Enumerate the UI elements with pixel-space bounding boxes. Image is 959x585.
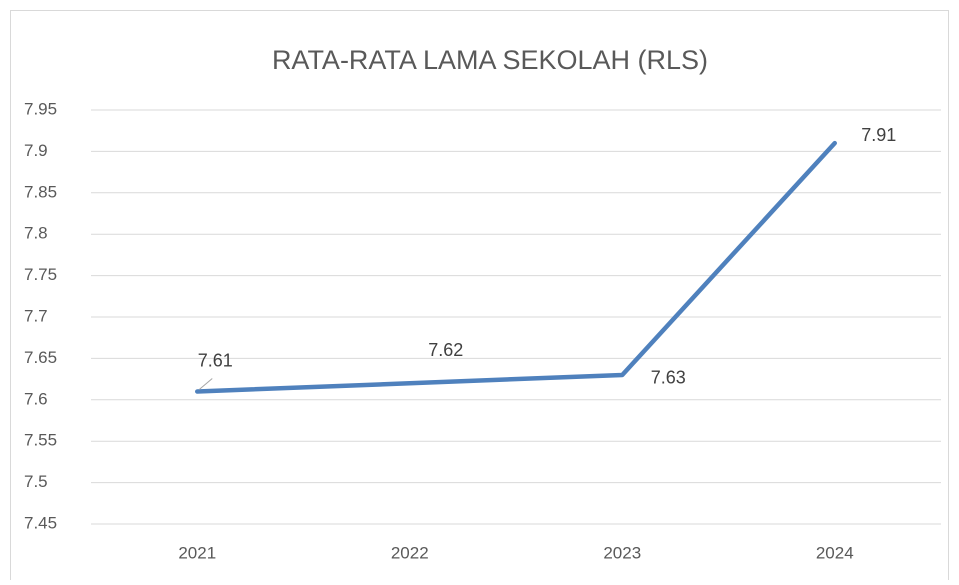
x-tick-label: 2024 [816, 543, 854, 562]
y-tick-label: 7.8 [24, 224, 48, 243]
x-tick-label: 2023 [603, 543, 641, 562]
data-label: 7.63 [651, 368, 686, 388]
chart-title: RATA-RATA LAMA SEKOLAH (RLS) [272, 45, 708, 75]
line-series [195, 140, 837, 394]
y-tick-label: 7.7 [24, 306, 48, 325]
x-tick-label: 2021 [178, 543, 216, 562]
data-label: 7.91 [861, 125, 896, 145]
y-tick-label: 7.45 [24, 513, 57, 532]
leader-line [198, 378, 213, 390]
data-label: 7.62 [428, 340, 463, 360]
y-tick-label: 7.55 [24, 431, 57, 450]
y-tick-label: 7.95 [24, 99, 57, 118]
y-tick-label: 7.5 [24, 472, 48, 491]
data-label: 7.61 [198, 350, 233, 370]
chart-border [10, 10, 949, 585]
y-tick-label: 7.85 [24, 182, 57, 201]
x-tick-label: 2022 [391, 543, 429, 562]
y-tick-label: 7.6 [24, 389, 48, 408]
y-tick-label: 7.65 [24, 348, 57, 367]
y-tick-label: 7.9 [24, 141, 48, 160]
y-tick-label: 7.75 [24, 265, 57, 284]
